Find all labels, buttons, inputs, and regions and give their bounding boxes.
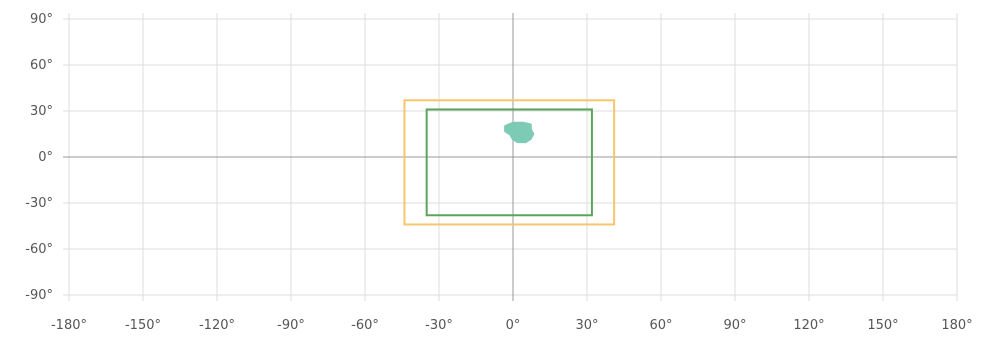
y-tick-label: 60°	[30, 58, 53, 73]
x-tick-labels: -180° -150° -120° -90° -60° -30° 0° 30° 60° 90° 12…	[51, 318, 973, 333]
x-tick-label: 150°	[867, 318, 898, 333]
x-tick-label: 180°	[941, 318, 972, 333]
y-tick-label: 90°	[30, 12, 53, 27]
x-tick-label: -150°	[125, 318, 161, 333]
inner-extent-rectangle	[425, 108, 593, 217]
zero-axes	[63, 13, 957, 301]
y-tick-label: 0°	[38, 150, 53, 165]
x-tick-label: 0°	[506, 318, 521, 333]
x-tick-label: -60°	[351, 318, 379, 333]
data-footprint-blob	[504, 121, 535, 144]
x-tick-label: -180°	[51, 318, 87, 333]
x-tick-label: -120°	[199, 318, 235, 333]
extent-shapes	[403, 99, 616, 226]
x-tick-label: -90°	[277, 318, 305, 333]
y-tick-label: -30°	[25, 196, 53, 211]
y-tick-label: -90°	[25, 288, 53, 303]
x-tick-label: -30°	[425, 318, 453, 333]
x-tick-label: 60°	[649, 318, 672, 333]
x-tick-label: 30°	[575, 318, 598, 333]
y-tick-labels: 90° 60° 30° 0° -30° -60° -90°	[25, 12, 53, 303]
y-tick-label: -60°	[25, 242, 53, 257]
y-tick-label: 30°	[30, 104, 53, 119]
x-tick-label: 90°	[723, 318, 746, 333]
x-tick-label: 120°	[793, 318, 824, 333]
outer-extent-rectangle	[403, 99, 616, 226]
